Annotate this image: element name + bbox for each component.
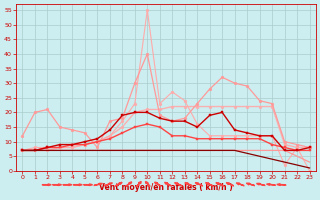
X-axis label: Vent moyen/en rafales ( km/h ): Vent moyen/en rafales ( km/h ) <box>99 183 233 192</box>
